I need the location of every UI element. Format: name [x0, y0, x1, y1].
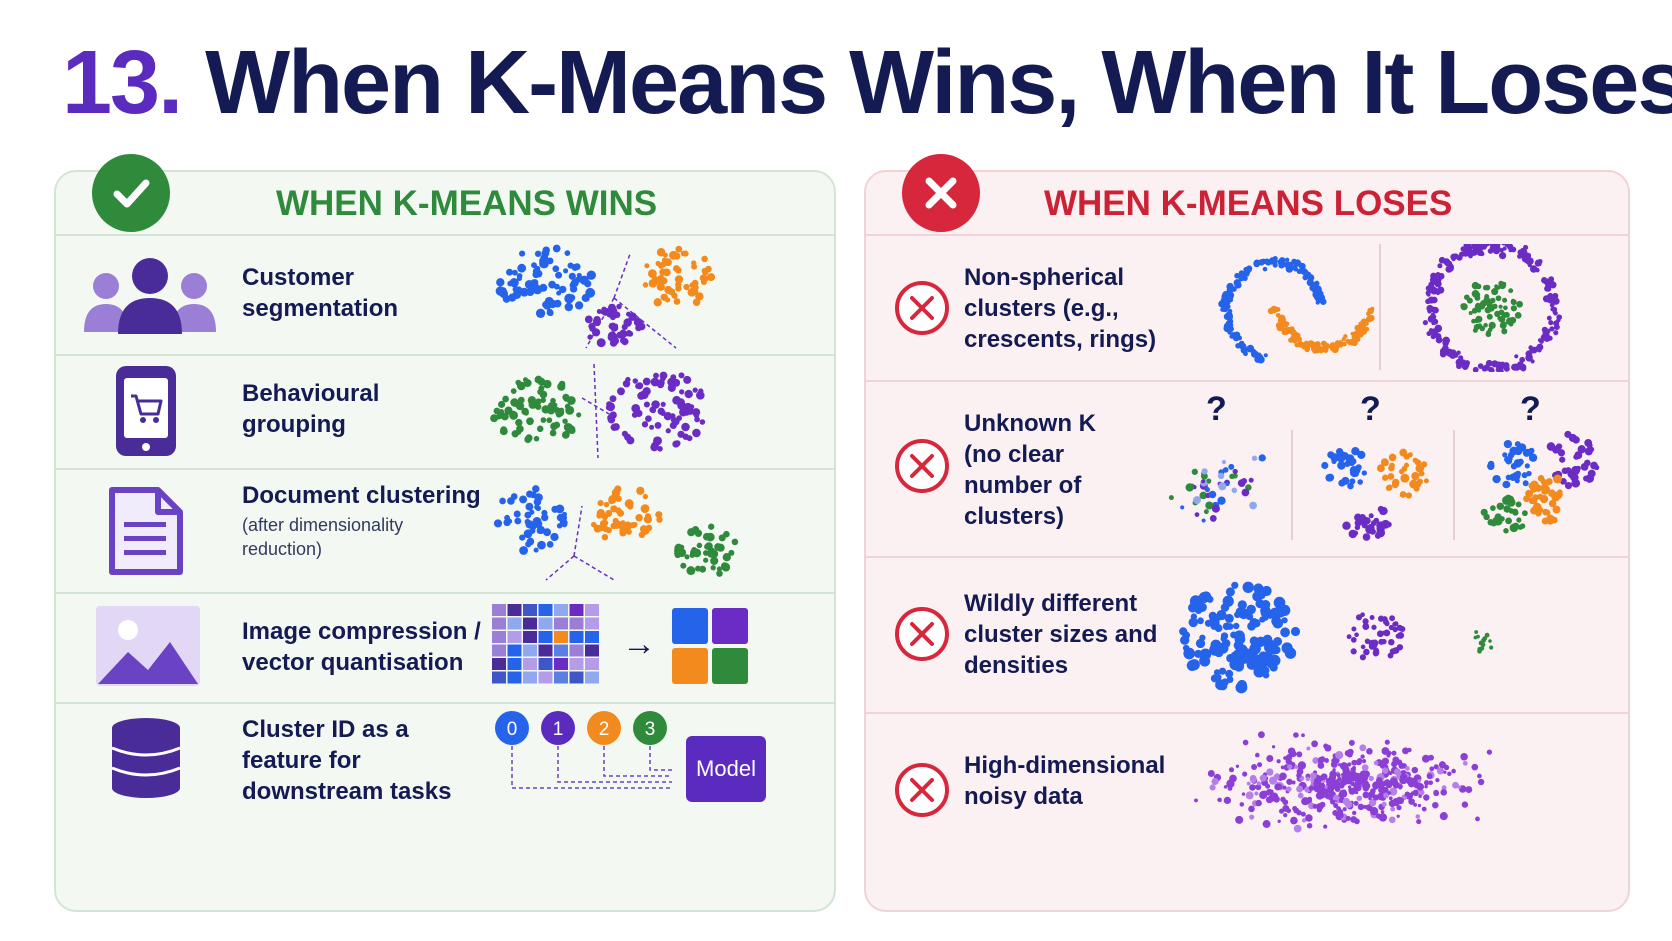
database-icon — [111, 718, 181, 798]
loses-row-high-dimensional: High-dimensional noisy data — [866, 712, 1628, 908]
wins-panel-header: WHEN K-MEANS WINS — [56, 154, 834, 236]
title-text: When K-Means Wins, When It Loses — [205, 33, 1672, 133]
wins-row-label: Document clustering (after dimensionalit… — [242, 480, 482, 561]
wins-row-label: Customer segmentation — [242, 264, 399, 322]
wins-row-customer-segmentation: Customer segmentation — [56, 236, 834, 356]
wins-row-note: (after dimensionality reduction) — [242, 515, 404, 559]
x-circle-icon — [895, 763, 949, 817]
arrow-icon: → — [622, 625, 656, 663]
check-icon — [113, 179, 150, 208]
section-number: 13. — [62, 33, 183, 133]
loses-row-non-spherical: Non-spherical clusters (e.g., crescents,… — [866, 236, 1628, 382]
model-box: Model — [686, 736, 766, 802]
cluster-id-2: 2 — [599, 719, 610, 740]
loses-row-label: High-dimensional noisy data — [964, 752, 1166, 810]
wins-row-document-clustering: Document clustering (after dimensionalit… — [56, 468, 834, 594]
wins-row-label: Image compression / vector quantisation — [242, 618, 481, 676]
question-mark-2: ? — [1360, 390, 1381, 428]
loses-badge — [902, 154, 980, 232]
loses-row-label: Unknown K (no clear number of clusters) — [964, 410, 1096, 530]
pixel-grid — [492, 604, 599, 684]
image-icon — [96, 606, 200, 686]
quantised-palette — [672, 608, 748, 684]
page-title: 13. When K-Means Wins, When It Loses — [62, 28, 1672, 138]
loses-row-different-sizes: Wildly different cluster sizes and densi… — [866, 556, 1628, 714]
question-mark-3: ? — [1520, 390, 1541, 428]
users-icon — [84, 258, 216, 334]
cluster-id-1: 1 — [553, 719, 564, 740]
wins-title: WHEN K-MEANS WINS — [276, 184, 658, 223]
loses-panel-header: WHEN K-MEANS LOSES — [866, 154, 1628, 236]
document-icon — [109, 487, 183, 575]
wins-panel: WHEN K-MEANS WINS Customer segmentation … — [54, 154, 836, 912]
wins-row-cluster-id-feature: Cluster ID as a feature for downstream t… — [56, 702, 834, 830]
cluster-id-0: 0 — [507, 719, 518, 740]
mobile-cart-icon — [116, 366, 176, 456]
x-circle-icon — [895, 281, 949, 335]
unequal-density-scatter — [1179, 581, 1494, 694]
scatter-two-clusters — [490, 363, 706, 459]
wins-row-label: Cluster ID as a feature for downstream t… — [242, 716, 452, 805]
loses-row-unknown-k: Unknown K (no clear number of clusters) … — [866, 380, 1628, 558]
wins-row-image-compression: Image compression / vector quantisation … — [56, 592, 834, 704]
wins-badge — [92, 154, 170, 232]
loses-row-label: Non-spherical clusters (e.g., crescents,… — [964, 264, 1157, 353]
cluster-id-3: 3 — [645, 719, 656, 740]
loses-title: WHEN K-MEANS LOSES — [1044, 184, 1453, 223]
x-icon — [925, 177, 957, 209]
x-circle-icon — [895, 607, 949, 661]
noisy-scatter — [1194, 731, 1493, 833]
loses-panel: WHEN K-MEANS LOSES Non-spherical cluster… — [864, 154, 1630, 912]
x-circle-icon — [895, 439, 949, 493]
question-mark-1: ? — [1206, 390, 1227, 428]
wins-row-label-text: Document clustering — [242, 482, 481, 509]
wins-row-label: Behavioural grouping — [242, 380, 380, 438]
wins-row-behavioural-grouping: Behavioural grouping — [56, 354, 834, 470]
unknown-k-scatters — [1168, 430, 1600, 541]
scatter-document-clusters — [493, 485, 739, 581]
scatter-three-clusters — [495, 244, 716, 349]
loses-row-label: Wildly different cluster sizes and densi… — [964, 590, 1158, 679]
cluster-id-tokens: 0 1 2 3 — [495, 711, 672, 789]
crescent-and-ring-scatter — [1218, 244, 1563, 372]
